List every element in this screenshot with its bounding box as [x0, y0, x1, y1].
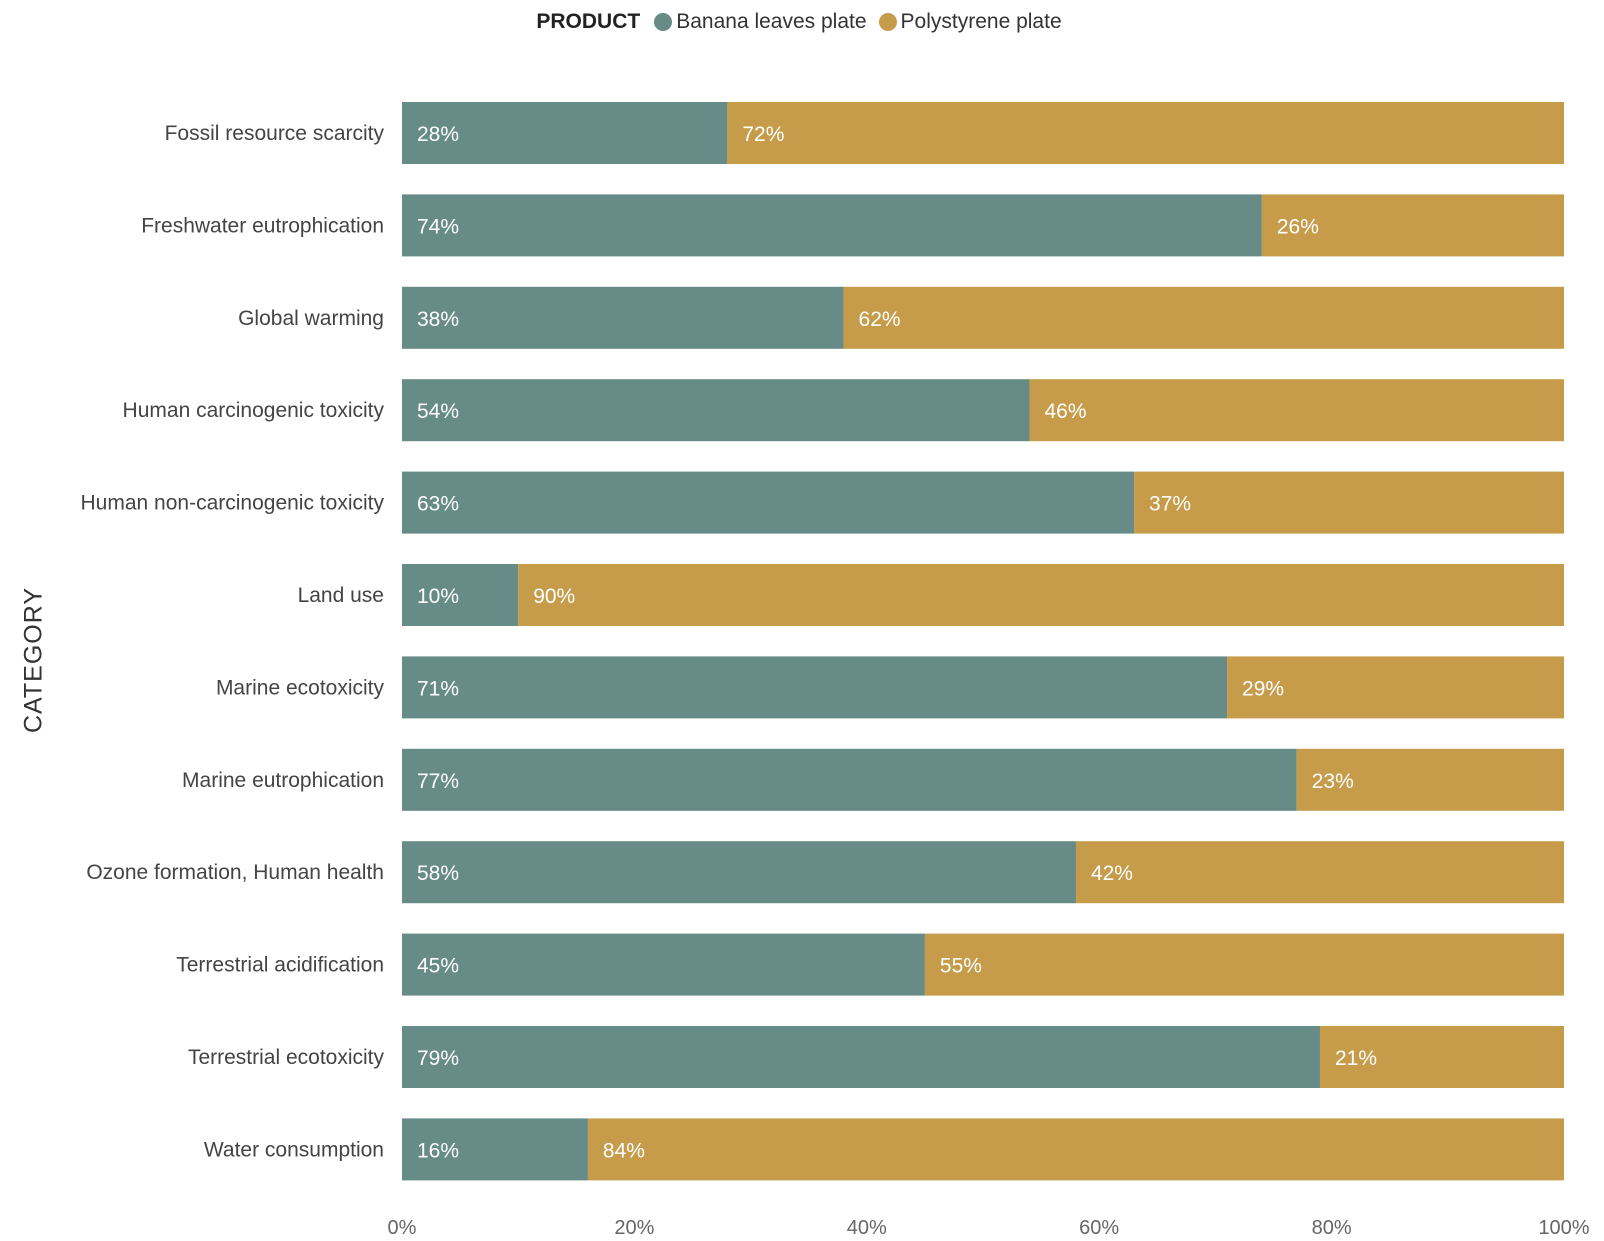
- data-label-polystyrene: 23%: [1312, 770, 1354, 793]
- data-label-banana: 45%: [417, 955, 459, 978]
- data-label-banana: 16%: [417, 1139, 459, 1162]
- data-label-polystyrene: 55%: [940, 955, 982, 978]
- bar-segment-banana: [402, 749, 1297, 811]
- category-label: Human non-carcinogenic toxicity: [81, 492, 385, 515]
- bar-segment-polystyrene: [518, 564, 1564, 626]
- data-label-banana: 74%: [417, 215, 459, 238]
- bar-segment-banana: [402, 194, 1262, 256]
- data-label-banana: 38%: [417, 308, 459, 331]
- data-label-banana: 63%: [417, 493, 459, 516]
- data-label-polystyrene: 42%: [1091, 862, 1133, 885]
- category-label: Terrestrial ecotoxicity: [188, 1046, 385, 1069]
- data-label-polystyrene: 46%: [1044, 400, 1086, 423]
- bar-segment-banana: [402, 1026, 1320, 1088]
- data-label-polystyrene: 90%: [533, 585, 575, 608]
- bar-segment-polystyrene: [1134, 472, 1564, 534]
- category-label: Marine eutrophication: [182, 769, 384, 792]
- data-label-polystyrene: 72%: [742, 123, 784, 146]
- category-label: Fossil resource scarcity: [165, 122, 385, 145]
- data-label-banana: 77%: [417, 770, 459, 793]
- data-label-banana: 54%: [417, 400, 459, 423]
- bar-segment-banana: [402, 841, 1076, 903]
- x-tick-label: 100%: [1538, 1217, 1589, 1239]
- category-label: Terrestrial acidification: [176, 954, 384, 977]
- x-tick-label: 60%: [1079, 1217, 1119, 1239]
- bar-segment-banana: [402, 287, 844, 349]
- x-tick-label: 80%: [1312, 1217, 1352, 1239]
- bar-segment-polystyrene: [1029, 379, 1564, 441]
- bar-segment-banana: [402, 472, 1134, 534]
- bar-segment-polystyrene: [1076, 841, 1564, 903]
- category-label: Global warming: [238, 307, 384, 330]
- bar-segment-polystyrene: [925, 934, 1564, 996]
- bar-segment-banana: [402, 934, 925, 996]
- bar-segment-banana: [402, 656, 1227, 718]
- category-label: Water consumption: [204, 1138, 384, 1161]
- bar-segment-polystyrene: [844, 287, 1564, 349]
- data-label-polystyrene: 37%: [1149, 493, 1191, 516]
- category-label: Land use: [298, 584, 384, 607]
- data-label-polystyrene: 29%: [1242, 677, 1284, 700]
- x-tick-label: 20%: [614, 1217, 654, 1239]
- data-label-polystyrene: 84%: [603, 1139, 645, 1162]
- data-label-polystyrene: 26%: [1277, 215, 1319, 238]
- category-label: Marine ecotoxicity: [216, 676, 385, 699]
- bar-segment-banana: [402, 379, 1029, 441]
- data-label-banana: 79%: [417, 1047, 459, 1070]
- data-label-banana: 28%: [417, 123, 459, 146]
- data-label-polystyrene: 62%: [859, 308, 901, 331]
- data-label-banana: 71%: [417, 677, 459, 700]
- category-label: Ozone formation, Human health: [86, 861, 384, 884]
- data-label-polystyrene: 21%: [1335, 1047, 1377, 1070]
- x-tick-label: 40%: [847, 1217, 887, 1239]
- category-label: Human carcinogenic toxicity: [123, 399, 385, 422]
- bar-segment-polystyrene: [727, 102, 1564, 164]
- x-tick-label: 0%: [388, 1217, 417, 1239]
- data-label-banana: 58%: [417, 862, 459, 885]
- bar-segment-polystyrene: [588, 1118, 1564, 1180]
- category-label: Freshwater eutrophication: [141, 214, 384, 237]
- data-label-banana: 10%: [417, 585, 459, 608]
